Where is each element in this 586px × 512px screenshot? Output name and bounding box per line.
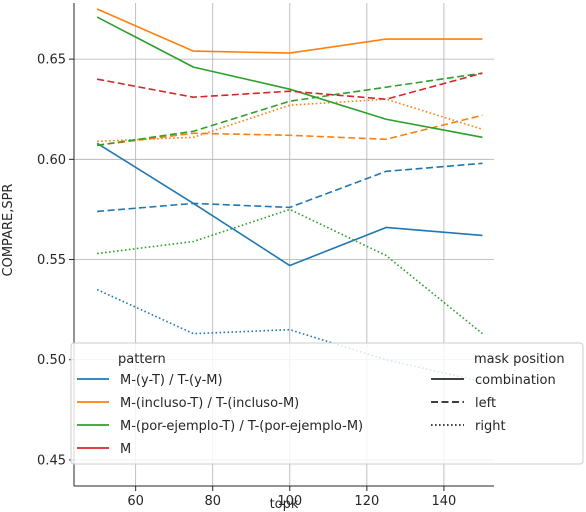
legend: pattern mask position M-(y-T) / T-(y-M)M… (70, 342, 584, 465)
legend-pattern-label: M (120, 442, 131, 457)
legend-pattern-label: M-(por-ejemplo-T) / T-(por-ejemplo-M) (120, 419, 363, 434)
legend-pattern-label: M-(incluso-T) / T-(incluso-M) (120, 396, 299, 411)
series-line-3-left (97, 72, 483, 147)
series-line-1-left (97, 162, 483, 213)
y-tick-label: 0.45 (37, 453, 66, 468)
legend-box (70, 342, 584, 465)
x-ticks: 60 80 100 120 140 (127, 486, 456, 509)
series-line-3-combination (96, 16, 483, 139)
y-tick-label: 0.55 (37, 253, 66, 268)
y-tick-label: 0.50 (37, 353, 66, 368)
legend-mask-label: right (475, 419, 506, 434)
x-tick-label: 120 (354, 494, 379, 509)
series-line-2-right (97, 98, 483, 143)
y-tick-label: 0.60 (37, 153, 66, 168)
legend-mask-label: combination (475, 373, 556, 388)
x-tick-label: 80 (204, 494, 221, 509)
legend-pattern-label: M-(y-T) / T-(y-M) (120, 373, 223, 388)
legend-masks: combination left right (431, 373, 556, 434)
x-tick-label: 140 (431, 494, 456, 509)
x-tick-label: 60 (127, 494, 144, 509)
series-line-2-combination (96, 8, 483, 54)
legend-patterns: M-(y-T) / T-(y-M) M-(incluso-T) / T-(incl… (77, 373, 363, 457)
series-line-4-left (96, 72, 483, 100)
x-axis-title: topk (270, 497, 299, 512)
x-tick-label: 100 (277, 494, 302, 509)
series-line-1-combination (96, 142, 483, 267)
y-tick-label: 0.65 (37, 53, 66, 68)
legend-title-mask: mask position (474, 352, 565, 367)
y-ticks: 0.45 0.50 0.55 0.60 0.65 (37, 53, 74, 468)
series-line-3-right (97, 208, 483, 335)
legend-title-pattern: pattern (118, 352, 166, 367)
series-line-2-left (97, 114, 483, 147)
legend-mask-label: left (475, 396, 496, 411)
y-axis-title: COMPARE,SPR (1, 184, 16, 277)
